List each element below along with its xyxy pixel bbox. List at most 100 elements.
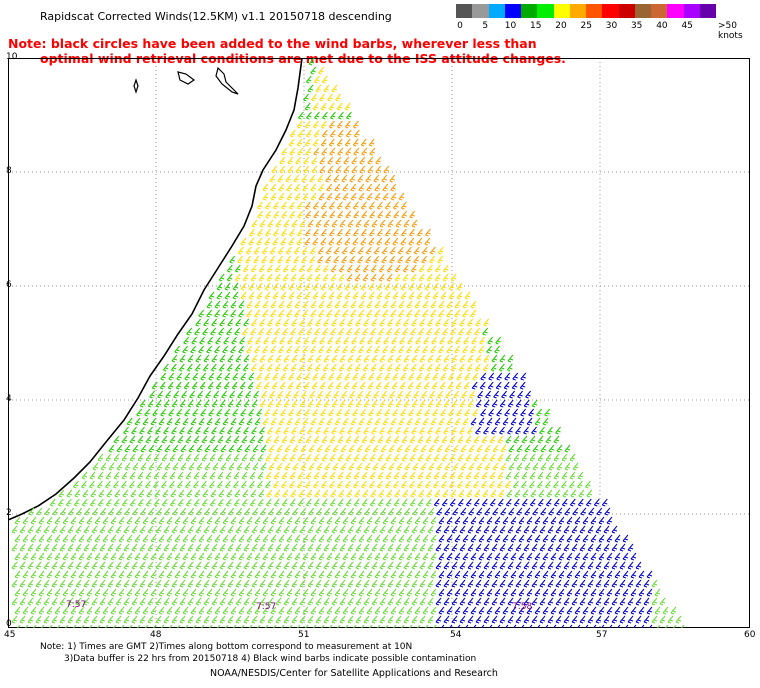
wind-barb [132,507,139,516]
lat-label-0: 0 [6,619,12,629]
wind-barb [183,381,190,390]
wind-barb [347,615,354,624]
wind-barb [553,480,559,489]
wind-barb [146,489,153,498]
wind-barb [372,444,379,453]
wind-barb [438,606,445,615]
wind-barb [401,480,407,489]
wind-barb [451,354,458,363]
wind-barb [190,534,197,543]
wind-barb [54,534,61,543]
wind-barb [38,516,45,525]
wind-barb [452,507,459,516]
wind-barb [446,534,453,543]
wind-barb [74,489,81,498]
wind-barb [606,552,613,561]
wind-barb [14,516,21,525]
wind-barb [259,579,266,588]
wind-barb [131,615,138,624]
wind-barb [99,525,106,534]
wind-barb [430,345,437,354]
wind-barb [410,489,417,498]
wind-barb [361,210,368,219]
wind-barb [246,417,253,426]
wind-barb [409,480,415,489]
wind-barb [203,426,209,435]
wind-barb [251,525,258,534]
wind-barb [70,588,77,597]
wind-barb [379,615,386,624]
wind-barb [279,381,286,390]
wind-barb [385,498,392,507]
wind-barb [211,597,218,606]
wind-barb [310,417,317,426]
wind-barb [529,453,536,462]
wind-barb [410,363,417,372]
wind-barb [251,579,258,588]
wind-barb [148,462,155,471]
wind-barb [499,597,506,606]
wind-barb [340,462,347,471]
wind-barb [289,453,296,462]
wind-barb [294,534,301,543]
wind-barb [199,336,206,345]
wind-barb [190,516,197,525]
wind-barb [330,111,336,120]
wind-barb [310,192,317,201]
wind-barb [574,534,581,543]
wind-barb [147,543,154,552]
wind-barb [177,453,184,462]
wind-barb [403,318,410,327]
wind-barb [443,318,450,327]
wind-barb [278,552,285,561]
wind-barb [314,273,321,282]
wind-barb [187,399,194,408]
wind-barb [350,309,357,318]
wind-barb [462,552,469,561]
wind-barb [587,543,594,552]
wind-barb [241,498,248,507]
wind-barb [343,336,350,345]
wind-barb [630,588,637,597]
wind-barb [243,354,250,363]
wind-barb [482,489,489,498]
wind-barb [422,309,429,318]
wind-barb [352,408,359,417]
wind-barb [371,426,377,435]
wind-barb [240,291,247,300]
wind-barb [627,579,634,588]
wind-barb [518,516,525,525]
wind-barb [310,309,317,318]
wind-barb [344,102,351,111]
wind-barb [325,246,332,255]
wind-barb [344,237,351,246]
wind-barb [115,543,122,552]
wind-barb [497,480,503,489]
wind-barb [418,489,425,498]
wind-barb [36,507,43,516]
wind-barb [266,489,273,498]
wind-barb [515,561,522,570]
wind-barb [385,435,392,444]
wind-barb [333,390,340,399]
wind-barb [483,354,490,363]
wind-barb [288,372,295,381]
wind-barb [161,480,167,489]
wind-barb [342,300,349,309]
wind-barb [338,327,345,336]
wind-barb [139,597,146,606]
wind-barb [195,354,202,363]
wind-barb [467,579,474,588]
wind-barb [262,417,269,426]
wind-barb [224,291,231,300]
wind-barb [250,363,257,372]
wind-barb [463,381,470,390]
wind-barb [198,534,205,543]
wind-barb [107,615,114,624]
wind-barb [548,444,555,453]
wind-barb [214,417,221,426]
wind-barb [481,471,488,480]
wind-barb [203,543,210,552]
time-label-1: 7:57 [66,600,87,610]
wind-barb [334,417,341,426]
